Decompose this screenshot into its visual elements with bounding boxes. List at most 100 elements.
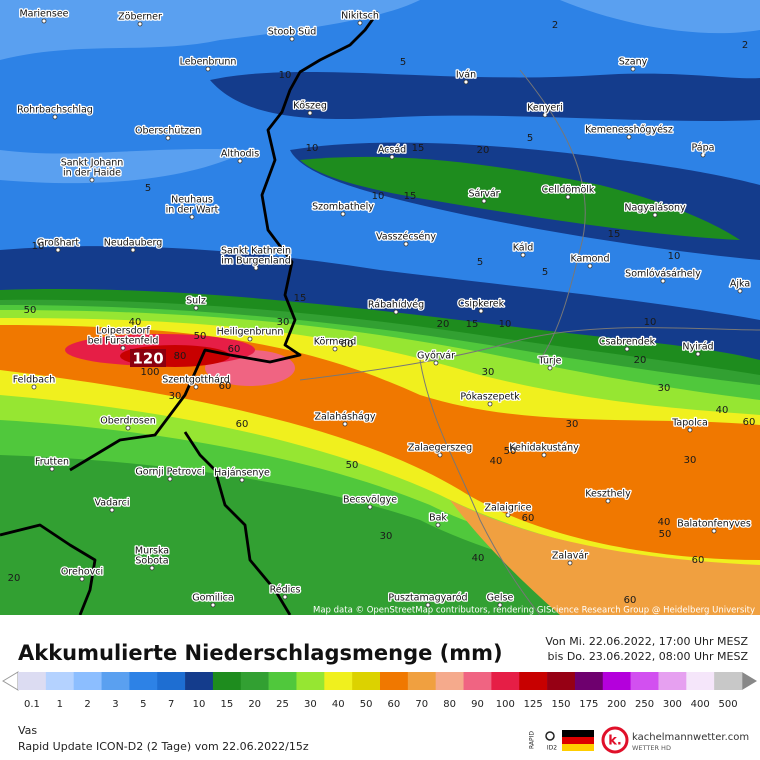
scale-swatch [101,672,130,690]
contour-label: 5 [477,257,483,268]
borders [0,11,380,615]
flag-gold [562,744,594,751]
scale-label: 60 [388,699,401,710]
scale-label: 200 [607,699,626,710]
place-dot [587,263,593,269]
labels: Mariensee Zöberner Nikitsch Stoob Süd Lebenb… [8,7,755,608]
place-label: Pusztamagyaród [388,593,467,604]
contour-label: 5 [400,57,406,68]
place-label: Zöberner [118,12,162,23]
place-dot [478,308,484,314]
place-dot [605,498,611,504]
place-label: Nagyalásony [624,203,686,214]
place-label: in der Wart [166,205,219,216]
place-label: Kehidakustány [509,443,579,454]
scale-label: 7 [168,699,174,710]
place-label: Loipersdorf [96,326,150,337]
peak-label: 120 [132,350,163,368]
field-70 [450,500,760,615]
contour-label: 15 [412,143,425,154]
contour-label: 20 [437,319,450,330]
place-dot [687,427,693,433]
contour-label: 30 [566,419,579,430]
contour-label: 10 [279,70,292,81]
contour-label: 30 [658,383,671,394]
place-dot [49,466,55,472]
scale-swatch [658,672,687,690]
place-dot [109,507,115,513]
place-dot [425,602,431,608]
field-15 [300,156,740,240]
place-dot [332,346,338,352]
place-label: Szombathely [312,202,374,213]
scale-swatch [240,672,269,690]
place-label: Kőszeg [293,101,327,112]
place-label: Balatonfenyves [677,519,751,530]
place-label: Csipkerek [458,299,505,310]
place-label: Oberschützen [135,126,201,137]
contour-label: 30 [482,367,495,378]
badge-bottom: ID2 [547,745,557,752]
place-label: Celldömölk [542,185,595,196]
place-dot [289,36,295,42]
contour-label: 60 [522,513,535,524]
place-label: Murska [135,546,169,557]
field-3 [0,0,420,60]
scale-label: 80 [443,699,456,710]
period-to: bis Do. 23.06.2022, 08:00 Uhr MESZ [548,650,749,663]
place-label: Hajánsenye [214,468,270,479]
place-dot [626,134,632,140]
contour-label: 60 [236,419,249,430]
field-10 [210,71,760,122]
contour-label: 60 [228,344,241,355]
place-dot [120,345,126,351]
place-dot [189,214,195,220]
place-label: im Burgenland [221,256,291,267]
place-label: Stoob Süd [268,27,317,38]
place-dot [660,278,666,284]
scale-swatch [630,672,659,690]
place-dot [237,158,243,164]
place-dot [239,477,245,483]
scale-swatch [491,672,520,690]
scale-swatch [324,672,353,690]
place-dot [435,522,441,528]
place-label: Feldbach [13,375,56,386]
contour-label: 100 [140,367,159,378]
scale-label: 25 [276,699,289,710]
scale-label: 90 [471,699,484,710]
place-dot [463,79,469,85]
contour-label: 10 [644,317,657,328]
place-label: Somlóvásárhely [625,269,701,280]
place-label: Acsád [378,145,406,156]
place-label: Káld [513,243,534,254]
place-label: Kemenesshőgyész [585,125,673,136]
place-dot [393,309,399,315]
place-dot [137,21,143,27]
place-label: Gomilica [192,593,233,604]
scale-swatch [380,672,409,690]
place-label: Neuhaus [171,195,213,206]
place-dot [52,114,58,120]
contour-label: 20 [8,573,21,584]
contour-label: 20 [477,145,490,156]
place-label: Szany [619,57,648,68]
place-dot [205,66,211,72]
place-label: Zalavár [552,551,588,562]
place-dot [342,421,348,427]
attribution: Map data © OpenStreetMap contributors, r… [313,606,755,616]
scale-swatch [73,672,102,690]
contour-label: 5 [542,267,548,278]
period-from: Von Mi. 22.06.2022, 17:00 Uhr MESZ [545,635,748,648]
scale-swatch [157,672,186,690]
place-label: Nyirád [682,342,713,353]
place-label: Zalaigrice [484,503,531,514]
place-label: Sankt Johann [61,158,124,169]
place-dot [193,384,199,390]
contour-label: 10 [32,241,45,252]
map: Mariensee Zöberner Nikitsch Stoob Süd Lebenb… [0,0,760,616]
scale-label: 500 [719,699,738,710]
place-label: Lebenbrunn [180,57,237,68]
scale-label: 125 [524,699,543,710]
